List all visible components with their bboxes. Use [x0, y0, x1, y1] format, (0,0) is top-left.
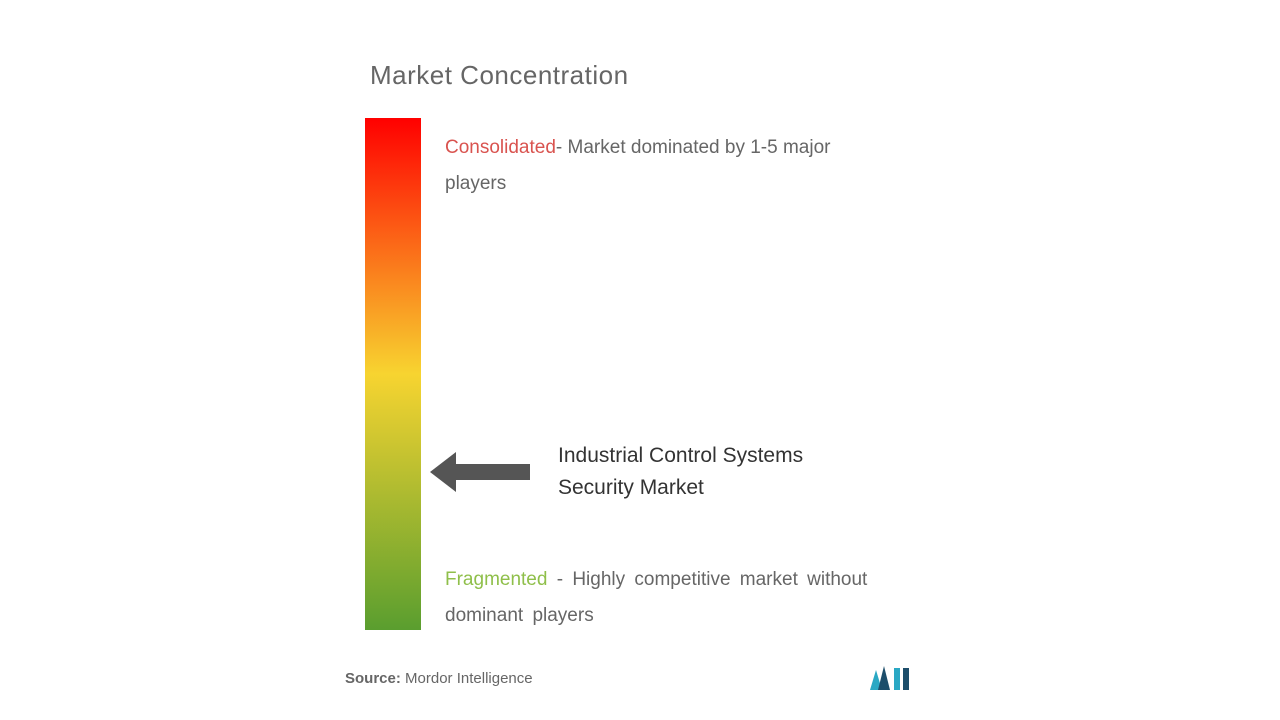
- source-attribution: Source: Mordor Intelligence: [345, 670, 533, 687]
- concentration-scale-bar: [365, 118, 421, 630]
- arrow-left-icon: [430, 452, 538, 492]
- source-label: Source:: [345, 670, 401, 687]
- consolidated-keyword: Consolidated: [445, 137, 556, 158]
- title-text: Market Concentration: [370, 60, 629, 90]
- consolidated-label-block: Consolidated- Market dominated by 1-5 ma…: [445, 130, 865, 202]
- infographic-container: Market Concentration Consolidated- Marke…: [0, 0, 1280, 720]
- fragmented-keyword: Fragmented: [445, 569, 547, 590]
- market-name: Industrial Control Systems Security Mark…: [558, 440, 868, 503]
- page-title: Market Concentration: [370, 60, 629, 91]
- source-value: Mordor Intelligence: [405, 670, 533, 687]
- brand-logo-icon: [870, 666, 914, 690]
- fragmented-label-block: Fragmented - Highly competitive market w…: [445, 562, 915, 634]
- market-indicator: Industrial Control Systems Security Mark…: [430, 440, 930, 503]
